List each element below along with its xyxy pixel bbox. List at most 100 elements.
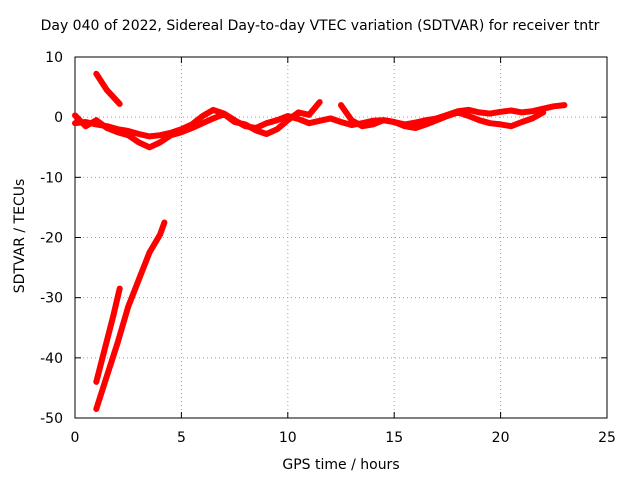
y-tick-label: 0 xyxy=(54,110,63,126)
data-point xyxy=(476,109,482,115)
data-point xyxy=(327,115,333,121)
data-point xyxy=(487,111,493,117)
data-point xyxy=(72,120,78,126)
data-point xyxy=(117,286,123,292)
data-point xyxy=(136,277,142,283)
data-point xyxy=(102,346,108,352)
data-point xyxy=(93,406,99,412)
data-point xyxy=(466,107,472,113)
data-point xyxy=(530,115,536,121)
data-point xyxy=(274,117,280,123)
series-line-arc-f xyxy=(93,285,123,385)
data-point xyxy=(540,109,546,115)
data-point xyxy=(306,120,312,126)
data-point xyxy=(455,109,461,115)
data-point xyxy=(189,125,195,131)
data-point xyxy=(434,117,440,123)
data-point xyxy=(168,132,174,138)
y-tick-label: -30 xyxy=(40,291,63,307)
data-point xyxy=(157,139,163,145)
data-point xyxy=(83,123,89,129)
data-point xyxy=(466,113,472,119)
data-point xyxy=(136,131,142,137)
data-point xyxy=(561,102,567,108)
data-point xyxy=(338,102,344,108)
data-point xyxy=(104,87,110,93)
x-axis-label: GPS time / hours xyxy=(282,457,400,473)
data-point xyxy=(444,113,450,119)
data-point xyxy=(72,112,78,118)
data-point xyxy=(498,121,504,127)
data-point xyxy=(338,119,344,125)
data-point xyxy=(519,109,525,115)
data-point xyxy=(285,117,291,123)
data-series xyxy=(72,70,568,412)
data-point xyxy=(476,117,482,123)
data-point xyxy=(530,108,536,114)
y-tick-label: -50 xyxy=(40,411,63,427)
y-tick-label: -10 xyxy=(40,170,63,186)
data-point xyxy=(115,129,121,135)
data-point xyxy=(93,379,99,385)
data-point xyxy=(508,108,514,114)
data-point xyxy=(200,120,206,126)
series-line-arc-e xyxy=(93,219,168,412)
data-point xyxy=(264,120,270,126)
data-point xyxy=(317,118,323,124)
data-point xyxy=(93,71,99,77)
data-point xyxy=(117,101,123,107)
data-point xyxy=(210,115,216,121)
data-point xyxy=(210,107,216,113)
x-tick-label: 0 xyxy=(71,430,80,446)
x-tick-label: 5 xyxy=(177,430,186,446)
y-tick-label: -40 xyxy=(40,351,63,367)
data-point xyxy=(264,131,270,137)
data-point xyxy=(104,125,110,131)
data-point xyxy=(498,109,504,115)
data-point xyxy=(125,132,131,138)
data-point xyxy=(157,231,163,237)
data-point xyxy=(412,125,418,131)
y-tick-label: -20 xyxy=(40,231,63,247)
data-point xyxy=(391,119,397,125)
data-point xyxy=(349,117,355,123)
data-point xyxy=(423,121,429,127)
data-point xyxy=(178,129,184,135)
data-point xyxy=(232,119,238,125)
y-axis-label: SDTVAR / TECUs xyxy=(12,178,28,294)
data-point xyxy=(295,116,301,122)
x-tick-label: 15 xyxy=(385,430,403,446)
data-point xyxy=(381,117,387,123)
data-point xyxy=(274,126,280,132)
x-tick-label: 25 xyxy=(598,430,616,446)
data-point xyxy=(200,113,206,119)
data-point xyxy=(359,123,365,129)
data-point xyxy=(242,121,248,127)
chart-title: Day 040 of 2022, Sidereal Day-to-day VTE… xyxy=(40,18,600,34)
data-point xyxy=(161,219,167,225)
data-point xyxy=(487,120,493,126)
data-point xyxy=(508,123,514,129)
axis-ticks: 0 5 10 15 20 25 10 0 -10 -20 -30 -40 -50 xyxy=(40,50,616,446)
data-point xyxy=(551,103,557,109)
data-point xyxy=(93,117,99,123)
x-tick-label: 20 xyxy=(492,430,510,446)
data-point xyxy=(146,144,152,150)
y-tick-label: 10 xyxy=(45,50,63,66)
data-point xyxy=(412,120,418,126)
x-tick-label: 10 xyxy=(279,430,297,446)
data-point xyxy=(146,133,152,139)
data-point xyxy=(125,304,131,310)
data-point xyxy=(295,109,301,115)
data-point xyxy=(221,111,227,117)
data-point xyxy=(317,99,323,105)
data-point xyxy=(157,132,163,138)
data-point xyxy=(146,250,152,256)
data-point xyxy=(370,121,376,127)
data-point xyxy=(253,127,259,133)
data-point xyxy=(110,313,116,319)
data-point xyxy=(104,373,110,379)
data-point xyxy=(402,123,408,129)
data-point xyxy=(306,112,312,118)
